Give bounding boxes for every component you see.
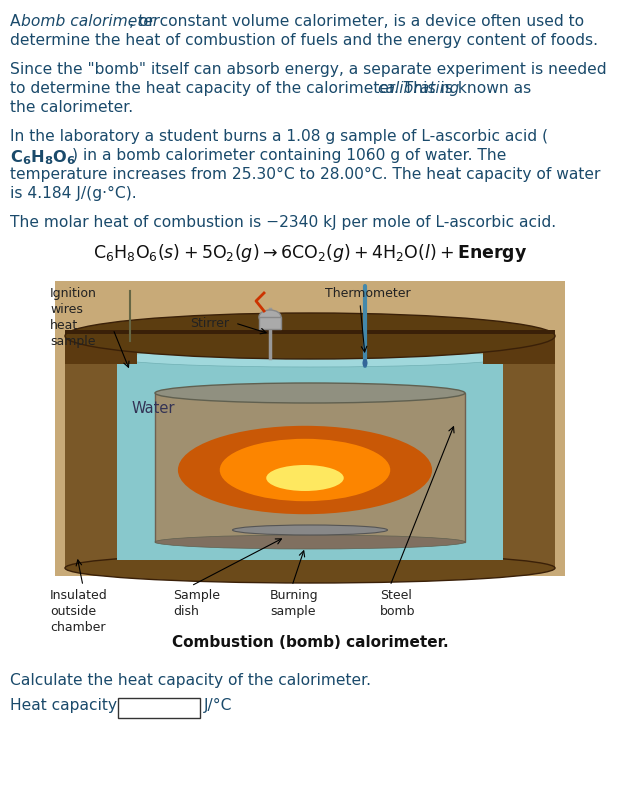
Bar bbox=[155, 394, 465, 542]
Text: Stirrer: Stirrer bbox=[190, 317, 229, 330]
Text: Calculate the heat capacity of the calorimeter.: Calculate the heat capacity of the calor… bbox=[10, 672, 371, 687]
Ellipse shape bbox=[155, 535, 465, 549]
Text: Since the "bomb" itself can absorb energy, a separate experiment is needed: Since the "bomb" itself can absorb energ… bbox=[10, 62, 607, 77]
Ellipse shape bbox=[363, 359, 368, 367]
Text: is 4.184 J/(g·°C).: is 4.184 J/(g·°C). bbox=[10, 186, 137, 200]
Bar bbox=[65, 330, 555, 334]
Bar bbox=[117, 358, 503, 561]
Ellipse shape bbox=[117, 350, 503, 367]
Text: Thermometer: Thermometer bbox=[325, 286, 410, 300]
Bar bbox=[118, 698, 200, 718]
Ellipse shape bbox=[266, 465, 344, 492]
Text: In the laboratory a student burns a 1.08 g sample of L-ascorbic acid (: In the laboratory a student burns a 1.08… bbox=[10, 129, 548, 144]
Text: Sample
dish: Sample dish bbox=[173, 588, 220, 618]
Ellipse shape bbox=[220, 439, 390, 501]
Text: Steel
bomb: Steel bomb bbox=[380, 588, 415, 618]
Text: the calorimeter.: the calorimeter. bbox=[10, 100, 133, 115]
Text: J/°C: J/°C bbox=[204, 697, 232, 712]
Bar bbox=[65, 337, 117, 569]
Text: temperature increases from 25.30°C to 28.00°C. The heat capacity of water: temperature increases from 25.30°C to 28… bbox=[10, 167, 601, 182]
Text: Combustion (bomb) calorimeter.: Combustion (bomb) calorimeter. bbox=[171, 634, 448, 649]
Text: $\mathbf{C_6H_8O_6}$: $\mathbf{C_6H_8O_6}$ bbox=[10, 148, 76, 167]
Ellipse shape bbox=[232, 525, 388, 535]
Text: $\mathrm{C_6H_8O_6}(s)+5\mathrm{O_2}(g)\rightarrow 6\mathrm{CO_2}(g)+4\mathrm{H_: $\mathrm{C_6H_8O_6}(s)+5\mathrm{O_2}(g)\… bbox=[93, 241, 527, 264]
Bar bbox=[65, 337, 137, 365]
Bar bbox=[483, 337, 555, 365]
Ellipse shape bbox=[178, 427, 432, 515]
Text: bomb calorimeter: bomb calorimeter bbox=[21, 14, 159, 29]
Bar bbox=[503, 337, 555, 569]
Text: calibrating: calibrating bbox=[377, 81, 460, 96]
Bar bbox=[55, 282, 565, 577]
Text: determine the heat of combustion of fuels and the energy content of foods.: determine the heat of combustion of fuel… bbox=[10, 33, 598, 48]
Ellipse shape bbox=[259, 310, 281, 325]
Text: Insulated
outside
chamber: Insulated outside chamber bbox=[50, 588, 108, 634]
Text: Burning
sample: Burning sample bbox=[270, 588, 319, 618]
Text: to determine the heat capacity of the calorimeter. This is known as: to determine the heat capacity of the ca… bbox=[10, 81, 536, 96]
Text: Heat capacity =: Heat capacity = bbox=[10, 697, 135, 712]
Ellipse shape bbox=[155, 383, 465, 403]
Text: , or constant volume calorimeter, is a device often used to: , or constant volume calorimeter, is a d… bbox=[129, 14, 584, 29]
Bar bbox=[259, 318, 281, 330]
Text: Ignition
wires
heat
sample: Ignition wires heat sample bbox=[50, 286, 97, 347]
Text: ) in a bomb calorimeter containing 1060 g of water. The: ) in a bomb calorimeter containing 1060 … bbox=[72, 148, 506, 163]
Text: Water: Water bbox=[132, 400, 176, 415]
Text: A: A bbox=[10, 14, 25, 29]
Text: The molar heat of combustion is −2340 kJ per mole of L-ascorbic acid.: The molar heat of combustion is −2340 kJ… bbox=[10, 215, 556, 229]
Ellipse shape bbox=[65, 314, 555, 359]
Ellipse shape bbox=[65, 553, 555, 583]
